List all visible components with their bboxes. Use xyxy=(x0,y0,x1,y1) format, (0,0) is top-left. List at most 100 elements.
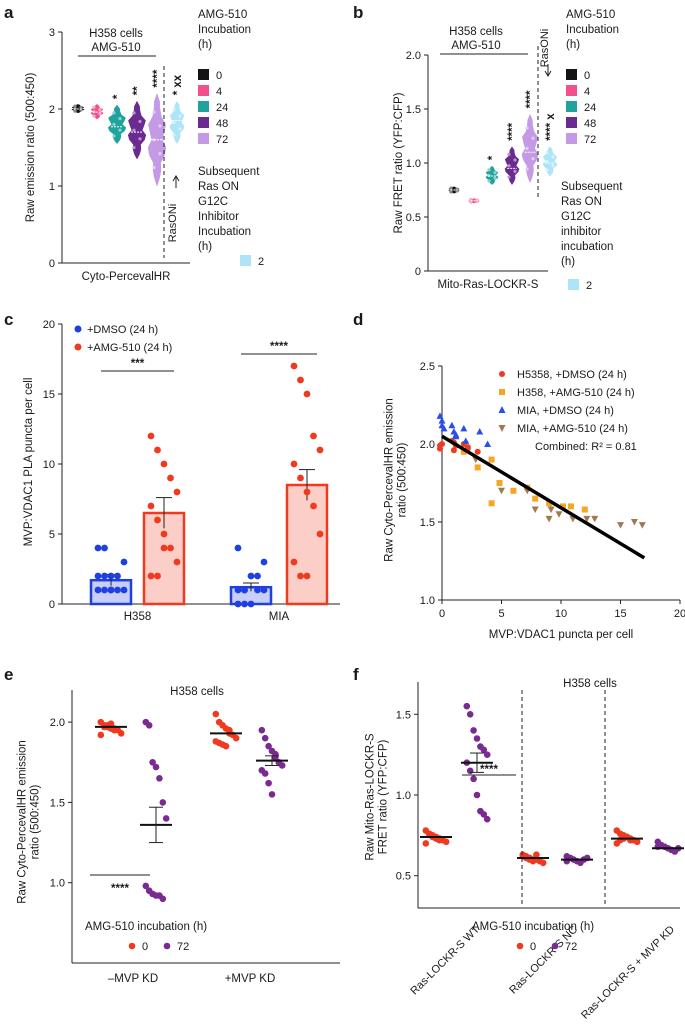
panel-a-violin-point xyxy=(138,137,142,141)
panel-d-point xyxy=(546,500,553,507)
panel-c-point xyxy=(260,586,268,594)
panel-a-y-tick-label: 1 xyxy=(49,181,55,193)
panel-a-arrow-icon xyxy=(172,175,180,188)
panel-d-point xyxy=(460,424,468,432)
panel-c-point xyxy=(167,474,174,482)
panel-b-x-label: Mito-Ras-LOCKR-S xyxy=(438,279,539,291)
panel-f-point xyxy=(633,838,641,846)
panel-c-point xyxy=(234,600,242,608)
panel-b-legend2-swatch xyxy=(568,279,579,290)
panel-b-significance: **** xyxy=(525,90,537,108)
panel-e-y-label: ratio (500:450) xyxy=(30,784,42,859)
panel-a-violin-point xyxy=(132,111,136,115)
panel-b-violin xyxy=(542,146,558,177)
panel-b-violin-point xyxy=(493,171,497,175)
panel-a-y-tick-label: 0 xyxy=(49,258,55,270)
panel-a-violin-point xyxy=(178,114,182,118)
panel-b-violin xyxy=(521,113,539,184)
panel-b-violin-point xyxy=(513,158,517,162)
panel-e-point xyxy=(156,775,163,782)
panel-b-legend-label: 72 xyxy=(584,134,596,146)
panel-a-violin-point xyxy=(112,122,116,126)
panel-d-point xyxy=(436,412,444,419)
panel-e-point xyxy=(258,726,266,734)
panel-d-point xyxy=(476,428,484,435)
panel-d-point xyxy=(438,421,446,429)
panel-f-point xyxy=(529,857,537,865)
panel-e-legend-label: 0 xyxy=(142,941,148,953)
panel-d-point xyxy=(532,495,539,502)
panel-d-point xyxy=(581,506,588,513)
panel-a-treatment: AMG-510 xyxy=(91,42,140,54)
panel-a-legend-title: Incubation xyxy=(198,24,251,36)
panel-d-point xyxy=(438,417,446,424)
panel-e-point xyxy=(278,762,286,769)
panel-c-point xyxy=(241,586,248,594)
panel-e-legend-title: AMG-510 incubation (h) xyxy=(85,921,207,933)
panel-f-y-tick-label: 1.0 xyxy=(396,790,411,802)
panel-e-point xyxy=(159,895,167,903)
panel-c-point xyxy=(297,474,304,482)
panel-f-y-tick-label: 0.5 xyxy=(396,871,411,883)
panel-b-treatment: AMG-510 xyxy=(451,40,500,52)
panel-b-violin-point xyxy=(545,168,549,172)
panel-c-point xyxy=(234,586,242,594)
panel-b-cell-line: H358 cells xyxy=(449,26,503,38)
panel-e-point xyxy=(268,791,276,798)
panel-b-violin-point xyxy=(507,164,511,168)
panel-a-legend-label: 48 xyxy=(216,118,228,130)
panel-a-violin-point xyxy=(152,110,156,114)
panel-f-point xyxy=(480,811,488,818)
panel-d-point xyxy=(488,500,495,507)
panel-c-point xyxy=(120,558,128,566)
panel-d-point xyxy=(555,511,563,518)
panel-c-point xyxy=(147,572,155,580)
panel-d-point xyxy=(488,456,495,463)
panel-d-point xyxy=(617,522,624,529)
panel-c-point xyxy=(120,586,128,594)
panel-f-y-label: FRET ratio (YFP:CFP) xyxy=(378,739,390,854)
panel-b-violin-point xyxy=(551,155,555,159)
panel-a-violin-point xyxy=(112,111,116,115)
panel-b-violin-point xyxy=(545,159,549,163)
panel-f-significance: **** xyxy=(480,764,498,776)
panel-d-point xyxy=(531,506,539,514)
panel-b-legend2-title: (h) xyxy=(561,256,575,268)
panel-b-legend-swatch xyxy=(566,101,577,112)
panel-a-legend2-title: (h) xyxy=(198,241,212,253)
panel-a-significance: **** xyxy=(152,69,164,87)
panel-f-y-label: Raw Mito-Ras-LOCKR-S xyxy=(365,733,377,860)
panel-b-legend-label: 24 xyxy=(584,102,596,114)
panel-b-legend2-title: incubation xyxy=(561,241,613,253)
panel-b-violin-point xyxy=(475,199,479,204)
panel-b-violin-point xyxy=(513,169,517,173)
panel-d-point xyxy=(474,448,481,455)
panel-label-a: a xyxy=(4,3,14,22)
panel-b-y-tick-label: 1.0 xyxy=(406,158,421,170)
panel-d-legend-label: H5358, +DMSO (24 h) xyxy=(517,369,627,381)
panel-c-point xyxy=(101,586,108,594)
panel-d-x-tick-label: 10 xyxy=(555,608,567,620)
panel-d-y-tick-label: 2.0 xyxy=(420,439,435,451)
panel-a-legend-label: 72 xyxy=(216,134,228,146)
panel-c-point xyxy=(94,572,102,580)
panel-b-legend2-title: inhibitor xyxy=(561,226,601,238)
panel-c-point xyxy=(107,572,115,580)
panel-c-point xyxy=(297,376,304,384)
panel-b-violin-point xyxy=(531,136,535,140)
panel-d-legend-label: H358, +AMG-510 (24 h) xyxy=(517,387,635,399)
panel-d-fit-line xyxy=(441,434,646,560)
panel-d-point xyxy=(450,447,457,454)
panel-f-point xyxy=(422,840,430,847)
panel-a-violin-point xyxy=(172,120,176,125)
panel-d-point xyxy=(474,464,481,471)
panel-c-point xyxy=(247,600,255,608)
panel-c-point xyxy=(147,432,155,440)
panel-c-point xyxy=(290,362,298,370)
panel-b-legend-swatch xyxy=(566,117,577,128)
panel-a-violin-point xyxy=(92,114,96,118)
panel-f-legend-title: AMG-510 incubation (h) xyxy=(472,921,594,933)
panel-d-y-tick-label: 2.5 xyxy=(420,361,435,373)
panel-f-legend-marker xyxy=(516,942,524,950)
panel-a-legend-swatch xyxy=(198,69,209,80)
